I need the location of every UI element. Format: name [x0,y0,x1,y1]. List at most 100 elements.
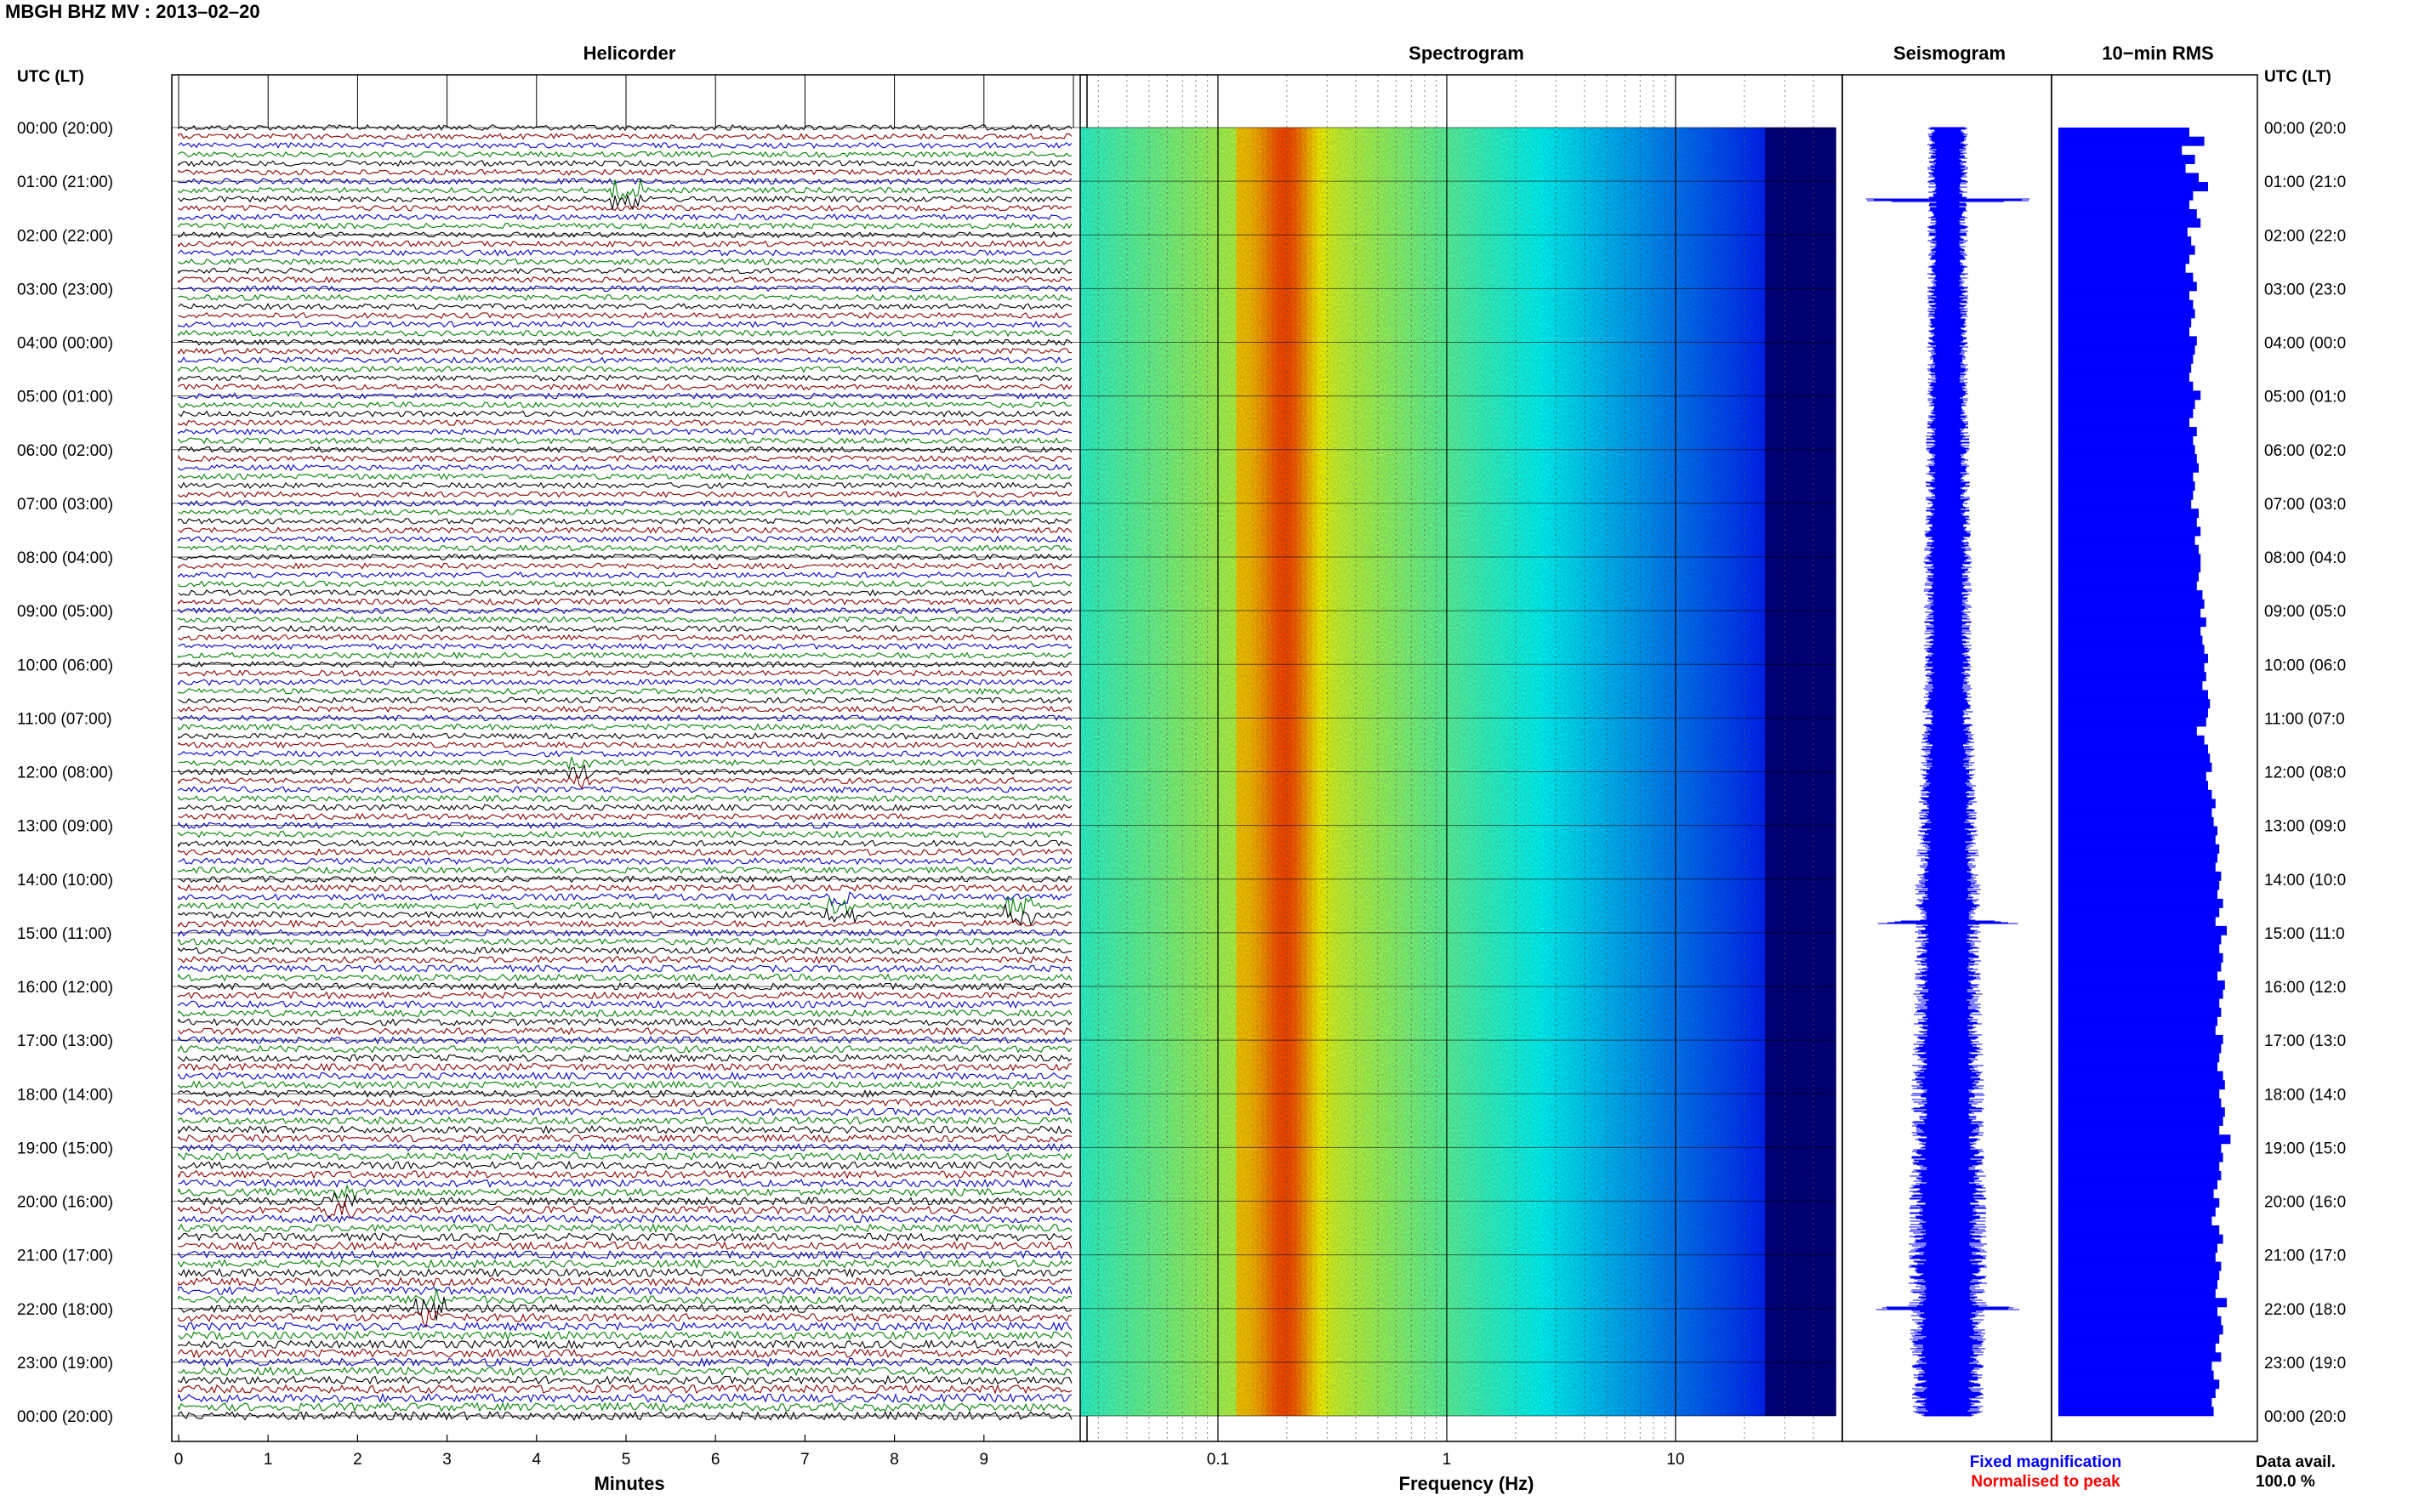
helicorder-trace [178,919,1073,929]
helicorder-trace [178,179,1073,202]
helicorder-trace [178,303,1073,310]
rms-bar [2058,309,2195,319]
helicorder-trace [178,428,1073,436]
helicorder-trace [178,839,1073,848]
rms-bar [2058,245,2195,255]
helicorder-trace [178,1184,1073,1201]
rms-bar [2058,880,2220,890]
helicorder-trace [178,454,1073,463]
time-label-right: 22:00 (18:0 [2264,1301,2346,1319]
helicorder-trace [178,374,1073,383]
rms-bar [2058,481,2195,492]
helicorder-panel [171,74,1088,1442]
time-label-right: 08:00 (04:0 [2264,549,2346,567]
helicorder-trace [178,580,1073,588]
rms-bar [2058,808,2212,818]
helicorder-trace [178,1330,1073,1341]
rms-bar [2058,526,2201,537]
rms-bar [2058,463,2199,473]
helicorder-trace [178,723,1073,731]
time-label-right: 00:00 (20:0 [2264,1408,2346,1426]
rms-bar [2058,236,2192,246]
helicorder-trace [178,1401,1073,1413]
time-label-left: 23:00 (19:00) [17,1355,113,1373]
minute-tick-label: 0 [174,1451,184,1469]
rms-bar [2058,1179,2217,1190]
rms-bar [2058,345,2195,355]
time-label-left: 01:00 (21:00) [17,173,113,191]
helicorder-trace [178,141,1073,150]
rms-bar [2058,1007,2222,1017]
seismogram-title: Seismogram [1893,43,2006,64]
minute-tick-label: 9 [980,1451,989,1469]
rms-bar [2058,708,2208,718]
rms-bar [2058,227,2188,237]
rms-bar [2058,844,2220,854]
rms-bar [2058,209,2197,219]
time-label-right: 00:00 (20:0 [2264,120,2346,138]
rms-bar [2058,1034,2223,1044]
rms-bar [2058,626,2201,636]
helicorder-trace [178,1214,1073,1225]
helicorder-trace [178,848,1073,856]
helicorder-trace [178,1366,1073,1377]
rms-bar [2058,1252,2216,1262]
helicorder-trace [178,1080,1073,1089]
helicorder-trace [178,526,1073,534]
rms-bar [2058,136,2205,146]
helicorder-trace [178,267,1073,275]
helicorder-trace [178,875,1073,884]
helicorder-trace [178,669,1073,677]
helicorder-trace [178,544,1073,552]
helicorder-trace [178,1339,1073,1350]
helicorder-trace [178,1178,1073,1189]
time-label-right: 03:00 (23:0 [2264,281,2346,298]
rms-bar [2058,645,2205,655]
rms-bar [2058,1152,2223,1162]
rms-bar [2058,299,2194,310]
rms-bar [2058,1053,2220,1063]
rms-bar [2058,680,2203,691]
time-label-left: 07:00 (03:00) [17,496,113,514]
helicorder-trace [178,588,1073,597]
rms-bar [2058,944,2220,954]
time-label-right: 07:00 (03:0 [2264,496,2346,514]
rms-bar [2058,128,2189,137]
helicorder-trace [178,804,1073,811]
rms-bar [2058,1071,2223,1081]
data-avail-label: Data avail. [2256,1453,2336,1471]
rms-bar [2058,190,2194,201]
rms-bar [2058,1243,2217,1253]
helicorder-trace [178,1309,1073,1328]
rms-bar [2058,935,2222,945]
seismogram-trace [1865,127,2030,1417]
rms-bar [2058,327,2189,337]
helicorder-trace [178,230,1073,239]
rms-bar [2058,563,2201,573]
helicorder-trace [178,159,1073,168]
helicorder-trace [178,1009,1073,1018]
rms-bar [2058,363,2192,373]
helicorder-trace [178,904,1073,926]
rms-bar [2058,1116,2223,1126]
rms-bar [2058,145,2183,156]
rms-bar [2058,1216,2212,1226]
rms-bar [2058,816,2214,827]
helicorder-trace [178,679,1073,686]
page-title: MBGH BHZ MV : 2013–02–20 [5,1,260,22]
helicorder-trace [178,624,1073,633]
helicorder-trace [178,383,1073,391]
legend-normalised-to-peak: Normalised to peak [1971,1473,2120,1491]
helicorder-trace [178,509,1073,516]
rms-bar [2058,1170,2222,1180]
helicorder-trace [178,946,1073,955]
time-label-right: 06:00 (02:0 [2264,442,2346,460]
rms-bar [2058,971,2217,981]
rms-bar [2058,853,2217,863]
helicorder-trace [178,168,1073,176]
helicorder-trace [178,1151,1073,1162]
rms-bar [2058,1207,2216,1217]
rms-bar [2058,499,2192,509]
helicorder-trace [178,1384,1073,1395]
rms-bar [2058,1361,2212,1371]
